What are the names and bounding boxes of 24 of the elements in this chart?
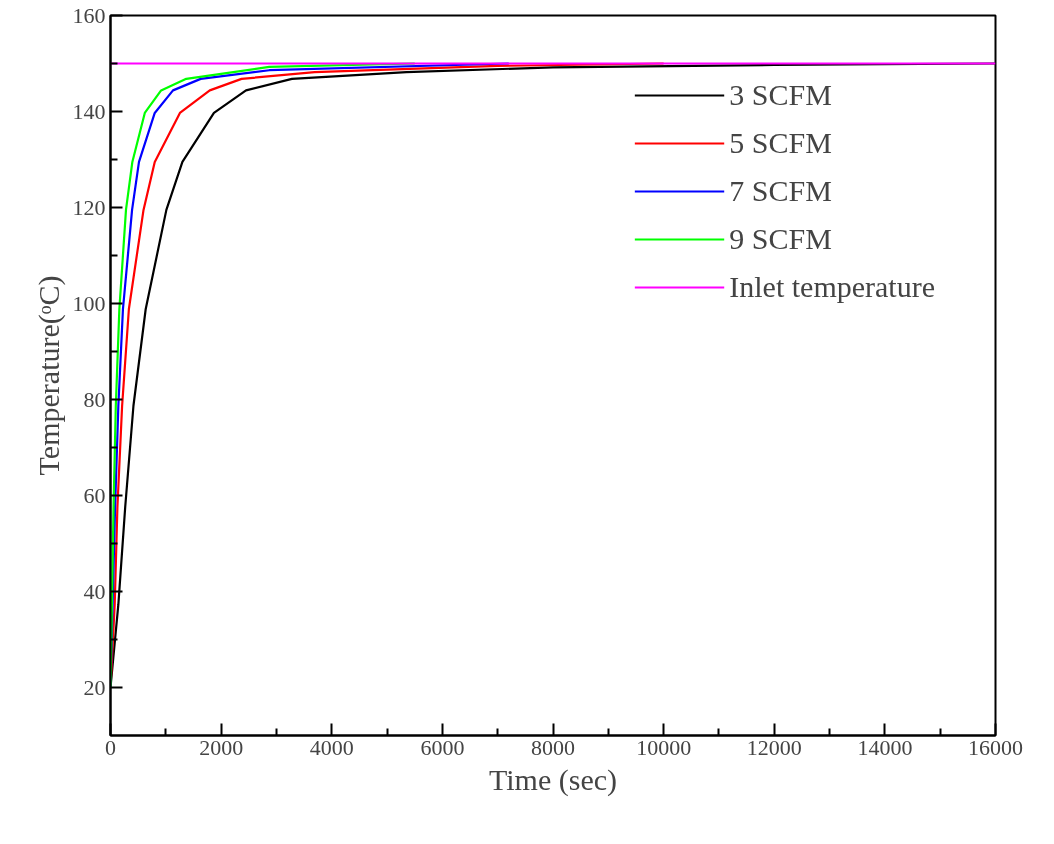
y-tick-label: 80: [83, 386, 106, 412]
x-tick-label: 4000: [309, 734, 354, 760]
legend-label: 9 SCFM: [729, 221, 832, 257]
y-tick-label: 140: [72, 98, 106, 124]
x-axis-title: Time (sec): [488, 762, 618, 797]
x-tick-label: 2000: [199, 734, 244, 760]
x-tick-label: 16000: [968, 734, 1023, 760]
y-tick-label: 60: [83, 482, 106, 508]
x-tick-label: 12000: [746, 734, 802, 760]
x-tick-label: 10000: [636, 734, 692, 760]
y-axis-title: Temperature(ᵒC): [31, 275, 66, 476]
legend-label: 7 SCFM: [729, 173, 832, 209]
x-tick-label: 14000: [857, 734, 913, 760]
x-tick-label: 6000: [420, 734, 465, 760]
y-tick-label: 40: [83, 578, 106, 604]
y-tick-label: 160: [72, 2, 106, 28]
legend-label: Inlet temperature: [729, 269, 935, 305]
legend-label: 5 SCFM: [729, 125, 832, 161]
legend-label: 3 SCFM: [729, 77, 832, 113]
x-tick-label: 0: [105, 734, 116, 760]
y-tick-label: 20: [83, 674, 106, 700]
x-tick-label: 8000: [531, 734, 575, 760]
y-tick-label: 120: [72, 194, 106, 220]
y-tick-label: 100: [72, 290, 106, 316]
